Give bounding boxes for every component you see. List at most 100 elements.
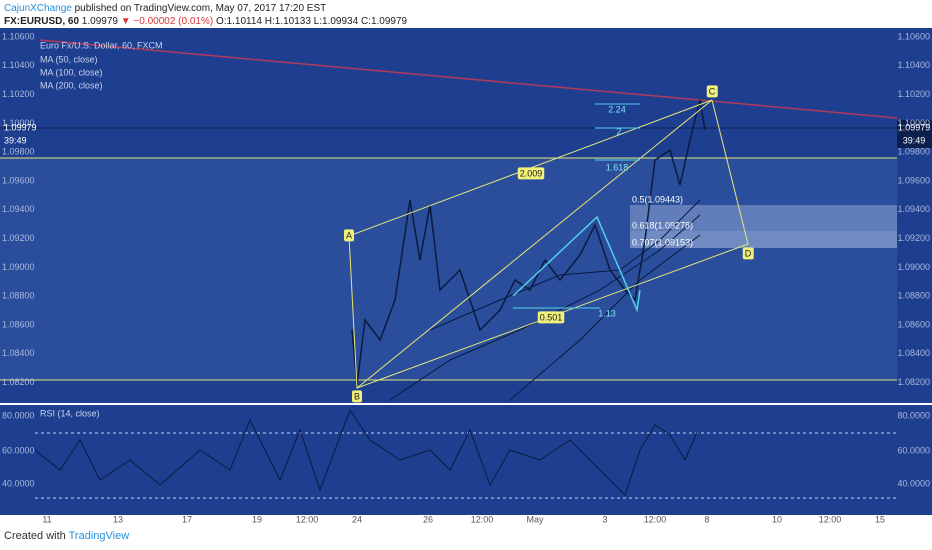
price-label: 1.08600 bbox=[2, 319, 35, 329]
rsi-label: 60.0000 bbox=[897, 445, 930, 455]
chart: 1.10600 1.10600 1.10400 1.10400 1.10200 1.102… bbox=[0, 28, 932, 527]
price-label: 1.10000 bbox=[897, 118, 930, 128]
price-label: 1.09800 bbox=[2, 147, 35, 157]
time-label: 12:00 bbox=[471, 514, 494, 524]
created: Created with bbox=[4, 530, 66, 542]
range-zone bbox=[0, 158, 897, 380]
price-label: 1.08200 bbox=[2, 377, 35, 387]
time-label: 12:00 bbox=[644, 514, 667, 524]
price-label: 1.09000 bbox=[897, 262, 930, 272]
price-label: 1.09200 bbox=[897, 233, 930, 243]
pattern-label: 2.009 bbox=[520, 168, 543, 178]
abcd-line bbox=[512, 215, 641, 313]
time-label: 13 bbox=[113, 514, 123, 524]
quote-line: FX:EURUSD, 60 1.09979 ▼ −0.00002 (0.01%)… bbox=[4, 16, 407, 27]
rsi-label: 80.0000 bbox=[897, 410, 930, 420]
price-label: 1.09400 bbox=[2, 204, 35, 214]
pattern-label: 2.24 bbox=[608, 104, 626, 114]
price-label: 1.09600 bbox=[897, 175, 930, 185]
label-box bbox=[351, 390, 363, 403]
symbol: FX:EURUSD, 60 bbox=[4, 16, 80, 27]
change: ▼ −0.00002 (0.01%) bbox=[120, 16, 214, 27]
price-label: 1.10400 bbox=[2, 60, 35, 70]
last: 1.09979 bbox=[81, 16, 118, 27]
price-tag bbox=[897, 120, 932, 148]
legend-item: MA (50, close) bbox=[40, 54, 98, 64]
pattern-label: 0.501 bbox=[540, 312, 563, 322]
open: O:1.10114 bbox=[215, 16, 262, 27]
legend-item: MA (100, close) bbox=[40, 67, 103, 77]
fib-zone bbox=[630, 205, 897, 231]
publish-line: CajunXChange published on TradingView.co… bbox=[4, 3, 326, 14]
countdown: 39:49 bbox=[4, 135, 27, 145]
rsi-label: 60.0000 bbox=[2, 445, 35, 455]
time-label: May bbox=[526, 514, 544, 524]
label-box bbox=[742, 247, 754, 260]
legend-item: MA (200, close) bbox=[40, 80, 103, 90]
label-box bbox=[706, 85, 718, 98]
time-label: 12:00 bbox=[296, 514, 319, 524]
low: L:1.09934 bbox=[313, 16, 359, 27]
pattern-line bbox=[356, 99, 749, 389]
label-box bbox=[343, 229, 355, 242]
price-label: 1.10200 bbox=[2, 89, 35, 99]
price-label: 1.10600 bbox=[897, 31, 930, 41]
rsi-label: 40.0000 bbox=[2, 478, 35, 488]
fib-label: 0.5(1.09443) bbox=[632, 194, 683, 204]
time-label: 26 bbox=[423, 514, 433, 524]
trend-line bbox=[39, 39, 898, 119]
price-label: 1.09600 bbox=[2, 175, 35, 185]
pattern-label: B bbox=[354, 391, 360, 401]
pattern-label: D bbox=[745, 248, 752, 258]
legend-item: RSI (14, close) bbox=[40, 408, 100, 418]
price-label: 1.08800 bbox=[2, 291, 35, 301]
brand[interactable]: TradingView bbox=[68, 530, 130, 542]
price-label: 1.08400 bbox=[897, 348, 930, 358]
price-label: 1.09200 bbox=[2, 233, 35, 243]
pattern-label: A bbox=[346, 230, 352, 240]
time-label: 3 bbox=[602, 514, 607, 524]
footer: Created with TradingView bbox=[4, 530, 129, 542]
rsi-line bbox=[34, 408, 698, 496]
rsi-pane bbox=[0, 405, 932, 515]
price-label: 1.10200 bbox=[897, 89, 930, 99]
label-box bbox=[537, 311, 565, 324]
pattern-label: 1.13 bbox=[598, 308, 616, 318]
price-label: 1.08400 bbox=[2, 348, 35, 358]
price-label: 1.09000 bbox=[2, 262, 35, 272]
price-label: 1.09800 bbox=[897, 147, 930, 157]
price-label: 1.10600 bbox=[2, 31, 35, 41]
ma-line bbox=[509, 234, 701, 401]
time-label: 17 bbox=[182, 514, 192, 524]
time-label: 15 bbox=[875, 514, 885, 524]
time-label: 11 bbox=[42, 514, 51, 524]
time-label: 12:00 bbox=[819, 514, 842, 524]
time-label: 10 bbox=[772, 514, 782, 524]
price-label: 1.08600 bbox=[897, 319, 930, 329]
price-path bbox=[351, 99, 706, 386]
time-axis bbox=[0, 515, 932, 527]
rsi-label: 80.0000 bbox=[2, 410, 35, 420]
label-box bbox=[517, 167, 545, 180]
price-label: 1.09400 bbox=[897, 204, 930, 214]
ma-line bbox=[389, 214, 701, 401]
price-tag-value: 1.09979 bbox=[4, 122, 37, 132]
price-label: 1.08800 bbox=[897, 291, 930, 301]
publisher[interactable]: CajunXChange bbox=[4, 3, 72, 14]
pattern-label: 1.618 bbox=[606, 162, 629, 172]
time-label: 19 bbox=[252, 514, 262, 524]
pattern-label: C bbox=[709, 86, 716, 96]
time-label: 24 bbox=[352, 514, 362, 524]
time-label: 8 bbox=[704, 514, 709, 524]
price-label: 1.10000 bbox=[2, 118, 35, 128]
fib-zone bbox=[630, 231, 897, 248]
close: C:1.09979 bbox=[360, 16, 408, 27]
price-tag-value: 1.09979 bbox=[898, 122, 931, 132]
pattern-label: 2 bbox=[616, 126, 621, 136]
ma-line bbox=[429, 199, 701, 331]
fib-label: 0.707(1.09153) bbox=[632, 237, 693, 247]
legend-item: Euro Fx/U.S. Dollar, 60, FXCM bbox=[40, 40, 163, 50]
countdown: 39:49 bbox=[903, 135, 926, 145]
published: published on TradingView.com, May 07, 20… bbox=[74, 3, 327, 14]
